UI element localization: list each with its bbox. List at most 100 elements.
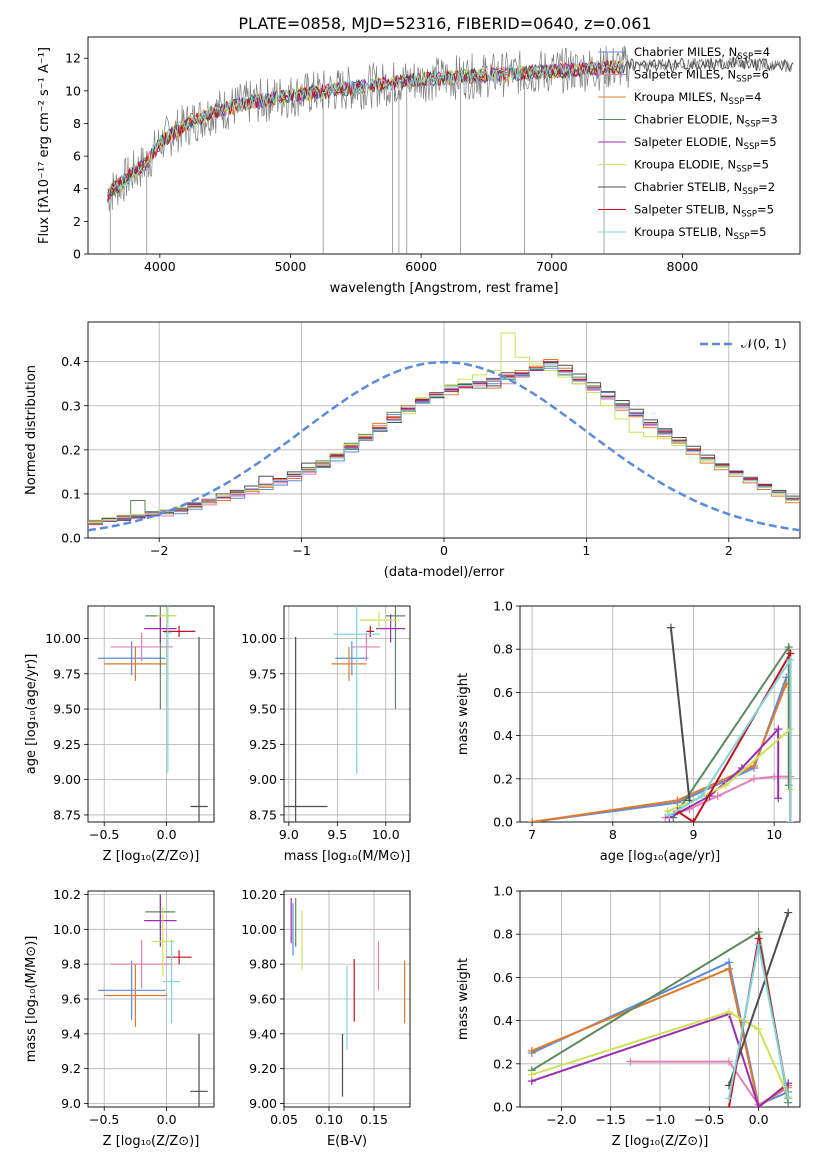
y-tick-label: 1.0 (493, 884, 513, 899)
y-tick-label: 10 (65, 83, 81, 98)
y-tick-label: 9.00 (249, 1096, 277, 1111)
x-tick-label: −1.0 (645, 1112, 675, 1127)
y-tick-label: 10.0 (53, 922, 81, 937)
y-tick-label: 10.00 (45, 631, 81, 646)
y-tick-label: 0.8 (493, 927, 513, 942)
x-axis-label: mass [log₁₀(M/M⊙)] (284, 849, 411, 864)
legend-label: Kroupa ELODIE, NSSP=5 (634, 158, 769, 175)
panel-mass-vs-metallicity: −0.5 0.0 9.0 9.2 9.4 9.6 9.8 10.0 10.2 Z [log₁₀(Z… (24, 887, 215, 1149)
y-axis-label: mass weight (456, 958, 471, 1040)
axes-frame (87, 890, 215, 1108)
legend-count: =4 (744, 90, 761, 104)
histogram-legend: 𝒩(0, 1) (700, 336, 787, 351)
model-spectrum (107, 55, 794, 197)
y-tick-label: 9.80 (249, 957, 277, 972)
x-tick-label: 0.15 (360, 1112, 388, 1127)
y-tick-label: 12 (65, 51, 81, 66)
legend-label: Kroupa STELIB, NSSP=5 (634, 225, 766, 242)
x-tick-label: 8000 (667, 259, 699, 274)
y-tick-label: 9.50 (53, 702, 81, 717)
y-tick-label: 8 (73, 116, 81, 131)
axes-frame (87, 605, 215, 823)
plot-area (528, 623, 795, 822)
x-tick-label: 0.0 (157, 827, 177, 842)
x-axis-label: Z [log₁₀(Z/Z⊙)] (103, 1134, 200, 1149)
spectrum-legend: Chabrier MILES, NSSP=4 Salpeter MILES, NS… (598, 45, 778, 242)
x-tick-label: 6000 (405, 259, 437, 274)
legend-count: =3 (761, 113, 778, 127)
legend-subscript: SSP (744, 142, 760, 152)
legend-count: =5 (752, 158, 769, 172)
y-tick-label: 0.0 (493, 1100, 513, 1115)
weight-line (676, 649, 792, 822)
legend-count: =5 (757, 203, 774, 217)
y-tick-label: 9.75 (249, 666, 277, 681)
legend-subscript: SSP (737, 52, 753, 62)
x-tick-label: −1 (292, 543, 310, 558)
x-tick-label: 0.05 (270, 1112, 298, 1127)
x-axis-label: Z [log₁₀(Z/Z⊙)] (103, 849, 200, 864)
x-tick-label: 7 (528, 827, 536, 842)
weight-line (531, 683, 788, 822)
y-tick-label: 0.2 (493, 771, 513, 786)
y-tick-label: 0.4 (493, 728, 513, 743)
x-axis-label: age [log₁₀(age/yr)] (600, 849, 721, 864)
x-tick-label: −0.5 (89, 1112, 119, 1127)
y-axis-label: Flux [fλ10⁻¹⁷ erg cm⁻² s⁻¹ A⁻¹] (37, 47, 52, 244)
y-axis-label: mass weight (456, 673, 471, 755)
x-tick-label: 0.0 (749, 1112, 769, 1127)
legend-label: Salpeter ELODIE, NSSP=5 (634, 135, 777, 152)
x-axis-label: Z [log₁₀(Z/Z⊙)] (612, 1134, 709, 1149)
y-tick-label: 0.2 (493, 1056, 513, 1071)
legend-count: =2 (758, 180, 775, 194)
legend-label: Salpeter STELIB, NSSP=5 (634, 203, 774, 220)
x-tick-label: 9.0 (279, 827, 299, 842)
y-tick-label: 0.1 (61, 486, 81, 501)
y-tick-label: 6 (73, 149, 81, 164)
y-tick-label: 9.20 (249, 1061, 277, 1076)
y-tick-label: 10.20 (241, 887, 277, 902)
plot-area (284, 606, 406, 822)
y-tick-label: 8.75 (249, 807, 277, 822)
observed-spectrum (107, 45, 794, 212)
y-tick-label: 9.4 (61, 1026, 81, 1041)
plot-area (527, 908, 793, 1107)
y-tick-label: 9.75 (53, 666, 81, 681)
y-tick-label: 0.6 (493, 685, 513, 700)
y-tick-label: 0.4 (493, 1013, 513, 1028)
x-tick-label: 10.0 (372, 827, 400, 842)
x-tick-label: 0 (440, 543, 448, 558)
y-tick-label: 8.75 (53, 807, 81, 822)
legend-subscript: SSP (734, 232, 750, 242)
legend-count: =5 (749, 225, 766, 239)
plot-area (290, 897, 406, 1097)
panel-age-vs-metallicity: −0.5 0.0 8.75 9.00 9.25 9.50 9.75 10.00 Z [log₁₀… (24, 605, 215, 864)
weight-line (669, 627, 691, 801)
y-tick-label: 0.8 (493, 642, 513, 657)
panel-age-vs-mass: 9.0 9.5 10.0 8.75 9.00 9.25 9.50 9.75 10.00 mass … (241, 605, 411, 864)
y-tick-label: 9.25 (249, 737, 277, 752)
axes-frame (87, 321, 801, 539)
histogram-step (88, 363, 800, 524)
y-tick-label: 9.6 (61, 992, 81, 1007)
y-axis-label: age [log₁₀(age/yr)] (24, 654, 39, 775)
x-tick-label: 9 (690, 827, 698, 842)
figure-title: PLATE=0858, MJD=52316, FIBERID=0640, z=0… (238, 14, 651, 33)
plot-area (97, 606, 208, 822)
model-spectrum (107, 61, 624, 200)
y-tick-label: 9.0 (61, 1096, 81, 1111)
legend-label: Salpeter MILES, NSSP=6 (634, 68, 769, 85)
legend-label: Chabrier MILES, NSSP=4 (634, 45, 770, 62)
y-tick-label: 1.0 (493, 599, 513, 614)
weight-line (668, 656, 792, 822)
legend-label: Chabrier ELODIE, NSSP=3 (634, 113, 778, 130)
y-tick-label: 0.6 (493, 970, 513, 985)
y-tick-label: 4 (73, 181, 81, 196)
weight-line (531, 676, 788, 822)
axes-frame (519, 605, 801, 823)
legend-subscript: SSP (736, 75, 752, 85)
panel-mass-weight-vs-metallicity: −2.0 −1.5 −1.0 −0.5 0.0 0.0 0.2 0.4 0.6 0.8 1.0 Z [… (456, 884, 801, 1149)
normal-reference-curve (88, 360, 800, 532)
panel-spectrum: 4000 5000 6000 7000 8000 0 2 4 6 8 10 12 wavelength … (37, 36, 801, 296)
